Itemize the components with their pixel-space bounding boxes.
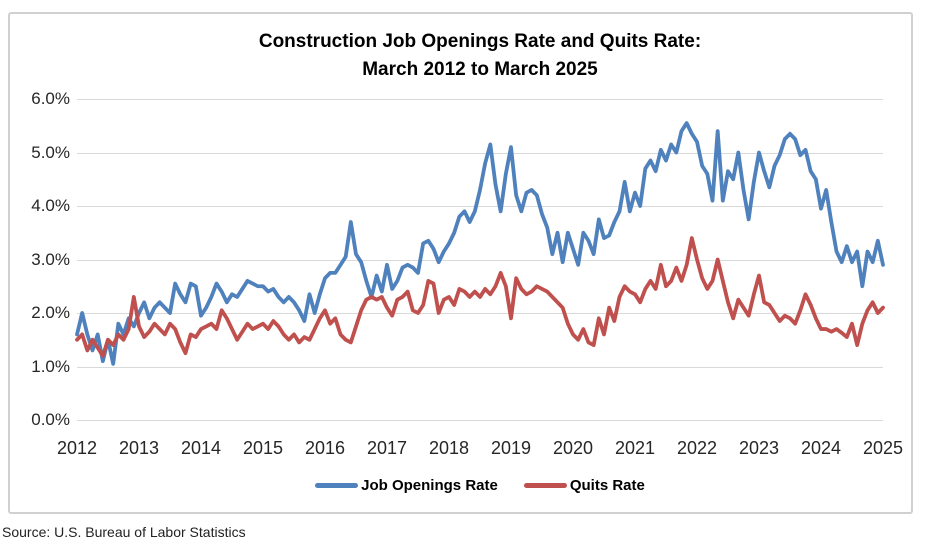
job-openings-rate-line	[75, 121, 885, 366]
chart-title-line2: March 2012 to March 2025	[362, 59, 598, 80]
x-axis-label: 2024	[800, 438, 842, 458]
y-axis-label: 1.0%	[31, 356, 70, 376]
legend-line-swatch	[315, 483, 359, 488]
y-axis-label: 0.0%	[31, 410, 70, 429]
x-axis-label: 2012	[56, 438, 98, 458]
gridline-6.0%	[77, 99, 883, 100]
y-axis-label: 4.0%	[31, 196, 70, 215]
gridline-0.0%	[77, 420, 883, 421]
x-axis-label: 2016	[304, 438, 346, 458]
gridline-2.0%	[77, 313, 883, 314]
quits-rate-line	[75, 236, 885, 358]
x-axis-label: 2021	[614, 438, 656, 458]
gridline-5.0%	[77, 152, 883, 154]
chart-title-line1: Construction Job Openings Rate and Quits…	[258, 31, 702, 52]
x-axis-label: 2019	[490, 438, 532, 458]
x-axis-label: 2023	[738, 438, 780, 458]
x-axis-label: 2020	[552, 438, 594, 458]
y-axis-label: 5.0%	[31, 142, 70, 162]
y-axis-label: 6.0%	[31, 89, 70, 108]
gridline-3.0%	[77, 259, 883, 261]
x-axis-label: 2018	[428, 438, 470, 458]
legend: Job Openings Rate Quits Rate	[77, 477, 883, 494]
gridline-4.0%	[77, 206, 883, 207]
legend-line-swatch	[523, 483, 567, 488]
gridline-1.0%	[77, 366, 883, 368]
x-axis-label: 2025	[862, 438, 904, 458]
legend-label: Job Openings Rate	[361, 477, 498, 494]
x-axis-label: 2013	[118, 438, 160, 458]
legend-item-quits-rate: Quits Rate	[523, 477, 645, 494]
y-axis-label: 3.0%	[31, 249, 70, 269]
chart-container: Construction Job Openings Rate and Quits…	[8, 12, 913, 514]
x-axis-label: 2015	[242, 438, 284, 458]
legend-item-job-openings-rate: Job Openings Rate	[315, 477, 498, 494]
chart-title: Construction Job Openings Rate and Quits…	[77, 28, 883, 84]
legend-label: Quits Rate	[569, 477, 645, 494]
x-axis-label: 2022	[676, 438, 718, 458]
x-axis-label: 2014	[180, 438, 222, 458]
y-axis-label: 2.0%	[31, 303, 70, 322]
source-note: Source: U.S. Bureau of Labor Statistics	[2, 524, 246, 540]
x-axis-label: 2017	[366, 438, 408, 458]
plot-area	[75, 121, 885, 366]
